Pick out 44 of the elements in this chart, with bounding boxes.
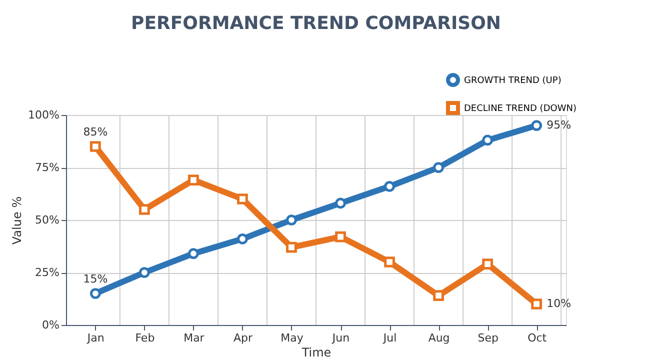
point — [188, 174, 199, 186]
point — [237, 233, 248, 244]
point — [531, 120, 542, 131]
x-tick-label: Mar — [184, 332, 205, 344]
point — [335, 198, 346, 209]
point — [237, 194, 248, 204]
chart-title: PERFORMANCE TREND COMPARISON — [131, 13, 501, 34]
x-tick-label: May — [280, 332, 304, 344]
data-label: 85% — [83, 126, 108, 138]
data-label: 15% — [83, 272, 108, 286]
point — [286, 214, 297, 226]
x-tick-label: Sep — [478, 332, 498, 344]
data-label: 10% — [546, 297, 572, 310]
x-axis-title: Time — [300, 346, 332, 360]
data-label: 95% — [546, 118, 572, 132]
legend-label: GROWTH TREND (UP) — [464, 76, 562, 86]
y-tick-label: 50% — [35, 214, 60, 226]
x-tick-label: Apr — [233, 332, 253, 344]
point — [384, 180, 395, 192]
x-tick-label: Jan — [86, 332, 104, 344]
x-tick-label: Jul — [382, 332, 397, 344]
point — [335, 231, 346, 242]
x-tick-label: Oct — [528, 332, 548, 344]
y-tick-label: 0% — [42, 318, 60, 332]
point — [139, 267, 150, 278]
point — [531, 298, 542, 310]
point — [139, 204, 150, 215]
y-axis-title: Value % — [10, 196, 24, 245]
point — [188, 248, 199, 260]
point — [90, 141, 101, 152]
legend-label: DECLINE TREND (DOWN) — [464, 104, 576, 114]
point — [286, 242, 297, 253]
point — [384, 256, 395, 268]
x-tick-label: Aug — [428, 332, 450, 344]
x-tick-label: Feb — [135, 332, 155, 344]
y-tick-label: 75% — [35, 161, 60, 174]
y-tick-label: 25% — [35, 266, 60, 279]
point — [433, 162, 444, 173]
point — [90, 288, 101, 299]
point — [482, 134, 493, 146]
x-tick-label: Jun — [331, 332, 350, 344]
point — [433, 290, 444, 302]
y-tick-label: 100% — [28, 108, 60, 122]
point — [482, 258, 494, 270]
